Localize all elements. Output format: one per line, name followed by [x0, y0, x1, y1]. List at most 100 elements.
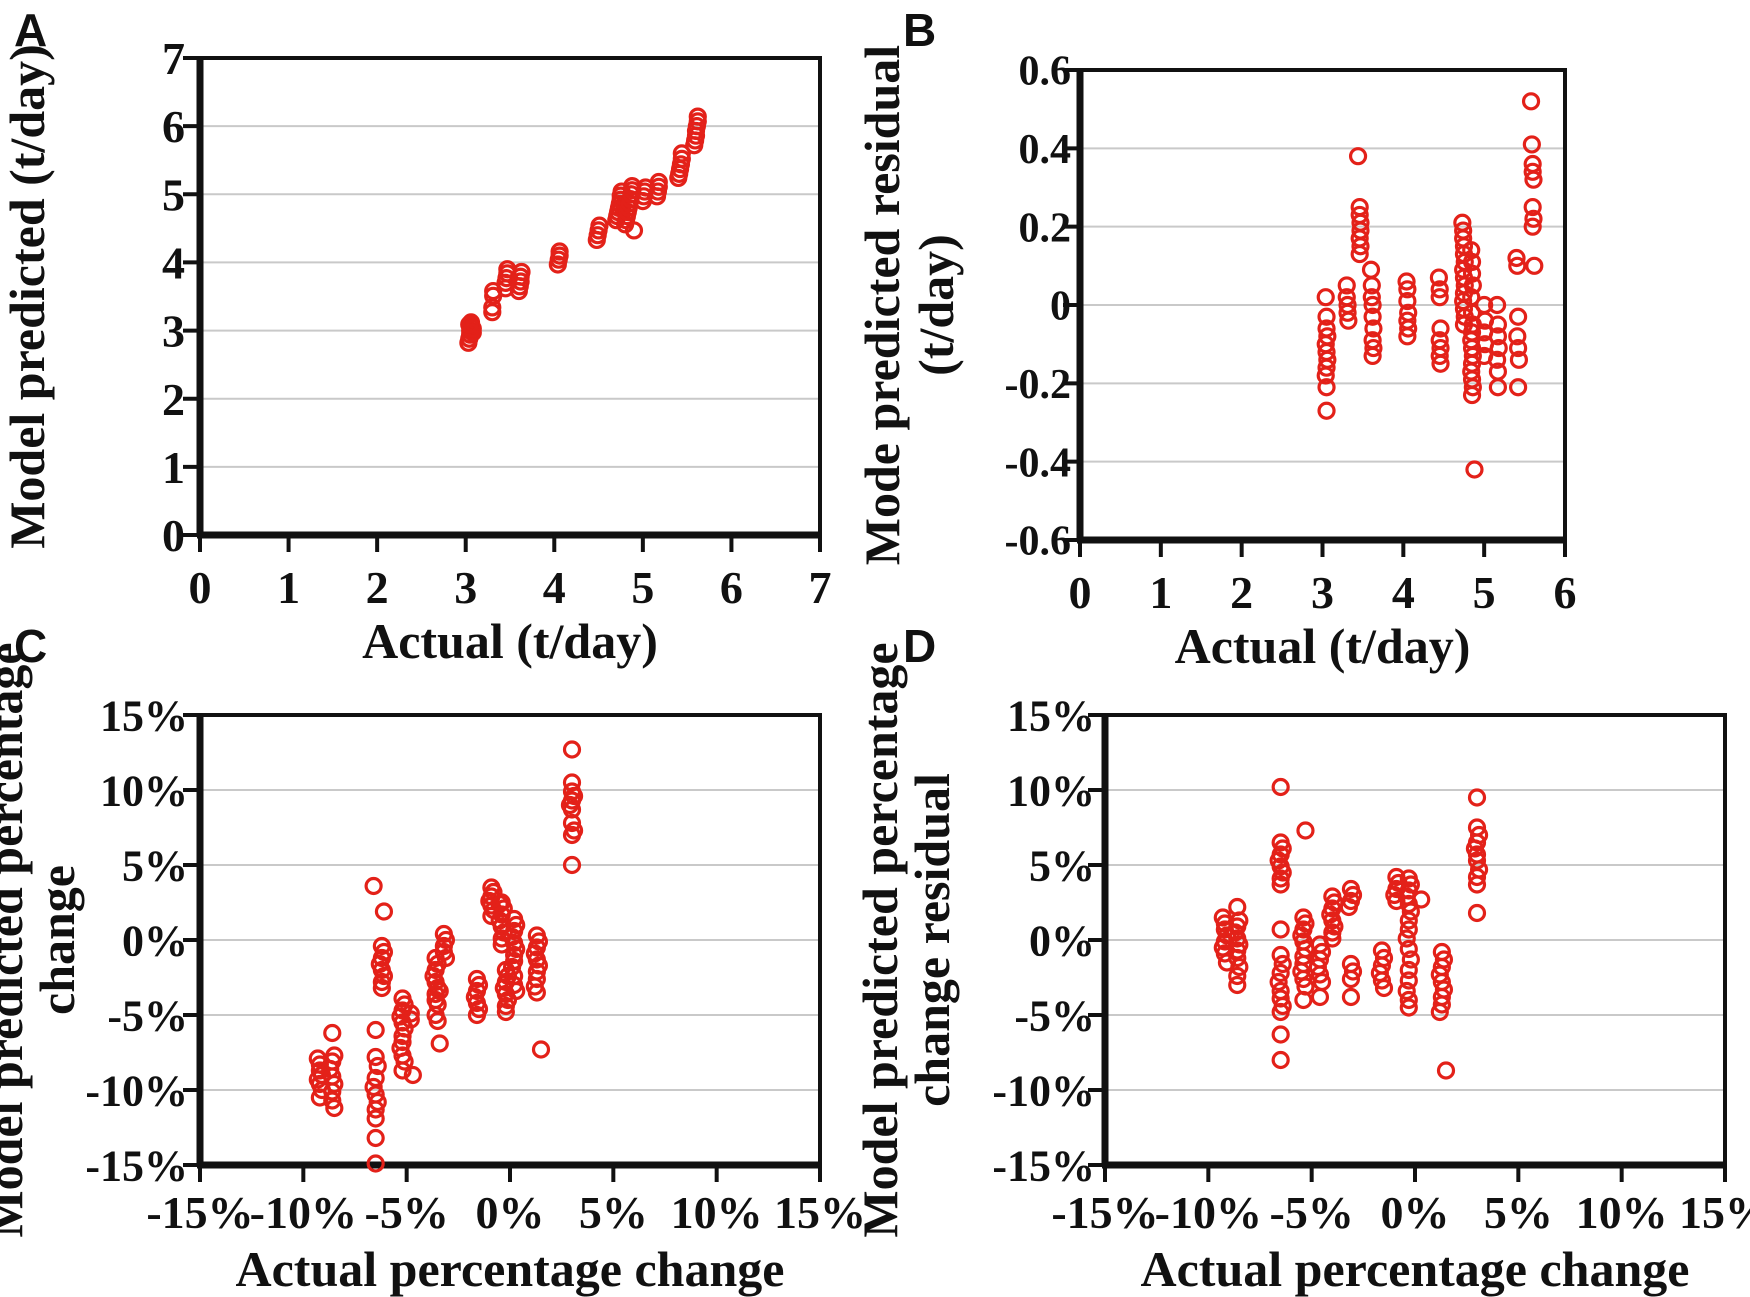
- data-point: [1316, 366, 1335, 385]
- data-point: [323, 1082, 342, 1101]
- y-axis-title-line: change residual: [904, 773, 960, 1107]
- data-point: [1230, 957, 1249, 977]
- data-point: [1269, 972, 1288, 992]
- x-tick-label: 10%: [671, 1187, 763, 1238]
- data-point: [364, 876, 383, 896]
- data-point: [368, 1092, 387, 1112]
- data-point: [1399, 920, 1418, 939]
- data-point: [1296, 821, 1315, 840]
- data-point: [393, 1061, 412, 1080]
- data-point: [1323, 923, 1342, 942]
- data-point: [1317, 307, 1336, 326]
- data-point: [1412, 890, 1431, 909]
- x-tick-label: 0%: [476, 1187, 545, 1238]
- x-tick-label: 15%: [1679, 1187, 1750, 1238]
- x-tick-label: 5: [1473, 567, 1496, 618]
- x-tick-label: 0: [189, 562, 212, 613]
- data-point: [1228, 975, 1247, 995]
- data-point: [1271, 875, 1290, 894]
- data-point: [1399, 939, 1418, 959]
- data-point: [1525, 256, 1544, 275]
- x-tick-label: -10%: [1155, 1187, 1262, 1238]
- axes: [196, 56, 822, 539]
- y-tick-label: 4: [162, 238, 185, 289]
- data-point: [1523, 217, 1542, 236]
- data-point: [374, 902, 394, 921]
- x-tick-label: 0%: [1381, 1187, 1450, 1238]
- data-point: [1362, 288, 1381, 307]
- x-tick-label: -10%: [250, 1187, 357, 1238]
- data-point: [1338, 303, 1357, 322]
- x-tick-labels: 0 1 2 3 4 5 6: [1069, 567, 1577, 618]
- y-tick-label: -15%: [85, 1141, 188, 1190]
- data-point: [1467, 903, 1487, 923]
- data-point: [1467, 867, 1487, 887]
- data-point: [1399, 990, 1418, 1010]
- data-point: [1399, 911, 1418, 930]
- data-point: [1509, 378, 1528, 397]
- panel-letter-a: A: [14, 4, 47, 56]
- data-point: [505, 945, 524, 965]
- y-tick-label: 10%: [100, 766, 188, 815]
- x-axis-title: Actual (t/day): [1175, 618, 1471, 674]
- data-point: [1273, 954, 1292, 974]
- data-point: [624, 221, 644, 240]
- data-point: [366, 1128, 385, 1148]
- data-point: [496, 996, 515, 1016]
- x-tick-label: 4: [543, 562, 566, 613]
- data-point: [1523, 162, 1542, 181]
- x-axis-title: Actual (t/day): [362, 613, 658, 669]
- y-tick-labels: -15% -10% -5% 0% 5% 10% 15%: [992, 691, 1095, 1190]
- panel-b-scatter-plot: 0 1 2 3 4 5 6 -0.6 -0.4 -0.2 0 0.2 0.4 0.6 Actual (t/d…: [854, 4, 1577, 674]
- y-tick-label: -0.4: [1005, 440, 1072, 486]
- x-tick-label: 10%: [1576, 1187, 1668, 1238]
- data-point: [550, 242, 569, 261]
- x-tick-labels: -15%-10%-5% 0% 5% 10%15%: [1051, 1187, 1750, 1238]
- data-point: [401, 1010, 420, 1029]
- data-point: [1364, 338, 1383, 358]
- x-tick-label: 2: [366, 562, 389, 613]
- data-point: [323, 1091, 342, 1110]
- data-point: [1467, 788, 1487, 807]
- data-point: [1522, 135, 1541, 154]
- data-point: [1524, 209, 1543, 228]
- x-tick-label: 6: [720, 562, 743, 613]
- data-point: [1317, 378, 1336, 397]
- y-tick-labels: -0.6 -0.4 -0.2 0 0.2 0.4 0.6: [1005, 49, 1072, 565]
- y-axis-title-line: change: [29, 865, 85, 1015]
- y-tick-label: 15%: [1007, 691, 1095, 740]
- y-axis-title-line: Model predicted percentage: [852, 642, 908, 1237]
- data-point: [1271, 1025, 1290, 1044]
- y-tick-label: 0.2: [1019, 205, 1072, 251]
- data-point: [1337, 276, 1356, 295]
- data-point: [1387, 891, 1406, 911]
- tick-marks: [183, 56, 822, 552]
- data-point: [1271, 1050, 1290, 1070]
- panel-letter-c: C: [14, 620, 47, 672]
- gridlines: [1105, 789, 1725, 1091]
- data-point: [672, 144, 691, 163]
- y-tick-label: -0.2: [1005, 362, 1072, 408]
- x-tick-label: 5%: [1484, 1187, 1553, 1238]
- data-point: [1430, 346, 1449, 366]
- data-point: [372, 972, 391, 992]
- data-point: [1397, 929, 1416, 948]
- scatter-points: [1213, 777, 1489, 1080]
- x-tick-label: 1: [1149, 567, 1172, 618]
- data-point: [1399, 971, 1418, 990]
- y-tick-label: 10%: [1007, 766, 1095, 815]
- y-tick-label: 5%: [122, 841, 188, 890]
- data-point: [1363, 346, 1382, 366]
- data-point: [1398, 291, 1417, 311]
- data-point: [1487, 350, 1507, 369]
- x-axis-title: Actual percentage change: [1141, 1241, 1690, 1297]
- data-point: [1374, 978, 1394, 998]
- data-point: [1323, 929, 1342, 948]
- data-point: [430, 981, 449, 1001]
- data-point: [366, 1109, 385, 1128]
- data-point: [1271, 777, 1290, 797]
- y-tick-label: -0.6: [1005, 519, 1072, 565]
- data-point: [562, 813, 582, 833]
- data-point: [1436, 1061, 1456, 1080]
- data-point: [366, 1047, 385, 1067]
